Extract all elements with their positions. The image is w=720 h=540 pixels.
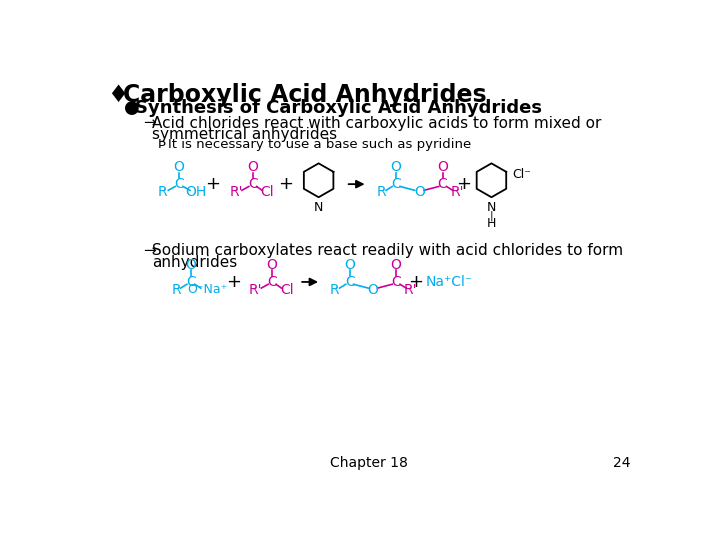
- Text: C: C: [186, 275, 196, 289]
- Text: O: O: [391, 258, 402, 272]
- Text: O: O: [414, 185, 425, 199]
- Text: O: O: [344, 258, 355, 272]
- Text: C: C: [345, 275, 354, 289]
- Text: +: +: [205, 175, 220, 193]
- Text: →: →: [143, 116, 156, 131]
- Text: It is necessary to use a base such as pyridine: It is necessary to use a base such as py…: [168, 138, 471, 151]
- Text: Chapter 18: Chapter 18: [330, 456, 408, 470]
- Text: R': R': [404, 282, 418, 296]
- Text: Sodium carboxylates react readily with acid chlorides to form: Sodium carboxylates react readily with a…: [152, 244, 623, 259]
- Text: R': R': [451, 185, 464, 199]
- Text: R: R: [330, 282, 340, 296]
- Text: Cl: Cl: [261, 185, 274, 199]
- Text: C: C: [391, 177, 401, 191]
- Text: Cl: Cl: [280, 282, 294, 296]
- Text: C: C: [174, 177, 184, 191]
- Text: C: C: [438, 177, 448, 191]
- Text: O: O: [266, 258, 278, 272]
- Text: →: →: [143, 244, 156, 259]
- Text: Na⁺Cl⁻: Na⁺Cl⁻: [426, 275, 473, 289]
- Text: |: |: [490, 211, 493, 221]
- Text: C: C: [267, 275, 277, 289]
- Text: symmetrical anhydrides: symmetrical anhydrides: [152, 127, 337, 142]
- Text: R': R': [230, 185, 243, 199]
- Text: ♦: ♦: [107, 83, 128, 106]
- Text: Þ: Þ: [158, 138, 166, 151]
- Text: O: O: [391, 160, 402, 174]
- Text: N: N: [314, 201, 323, 214]
- Text: C: C: [248, 177, 258, 191]
- Text: O⁻Na⁺: O⁻Na⁺: [188, 283, 228, 296]
- Text: ●: ●: [124, 99, 140, 117]
- Text: H: H: [487, 217, 496, 230]
- Text: Carboxylic Acid Anhydrides: Carboxylic Acid Anhydrides: [122, 83, 486, 106]
- Text: 24: 24: [613, 456, 631, 470]
- Text: O: O: [437, 160, 448, 174]
- Text: Acid chlorides react with carboxylic acids to form mixed or: Acid chlorides react with carboxylic aci…: [152, 116, 601, 131]
- Text: R: R: [158, 185, 168, 199]
- Text: +: +: [408, 273, 423, 291]
- Text: OH: OH: [185, 185, 206, 199]
- Text: R': R': [249, 282, 263, 296]
- Text: R: R: [377, 185, 386, 199]
- Text: anhydrides: anhydrides: [152, 255, 238, 270]
- Text: R: R: [171, 282, 181, 296]
- Text: N: N: [487, 201, 496, 214]
- Text: O: O: [185, 258, 196, 272]
- Text: O: O: [247, 160, 258, 174]
- Text: +: +: [278, 175, 293, 193]
- Text: Cl⁻: Cl⁻: [513, 168, 531, 181]
- Text: O: O: [367, 282, 378, 296]
- Text: Synthesis of Carboxylic Acid Anhydrides: Synthesis of Carboxylic Acid Anhydrides: [135, 99, 542, 117]
- Text: +: +: [226, 273, 241, 291]
- Text: C: C: [391, 275, 401, 289]
- Text: O: O: [174, 160, 184, 174]
- Text: +: +: [456, 175, 471, 193]
